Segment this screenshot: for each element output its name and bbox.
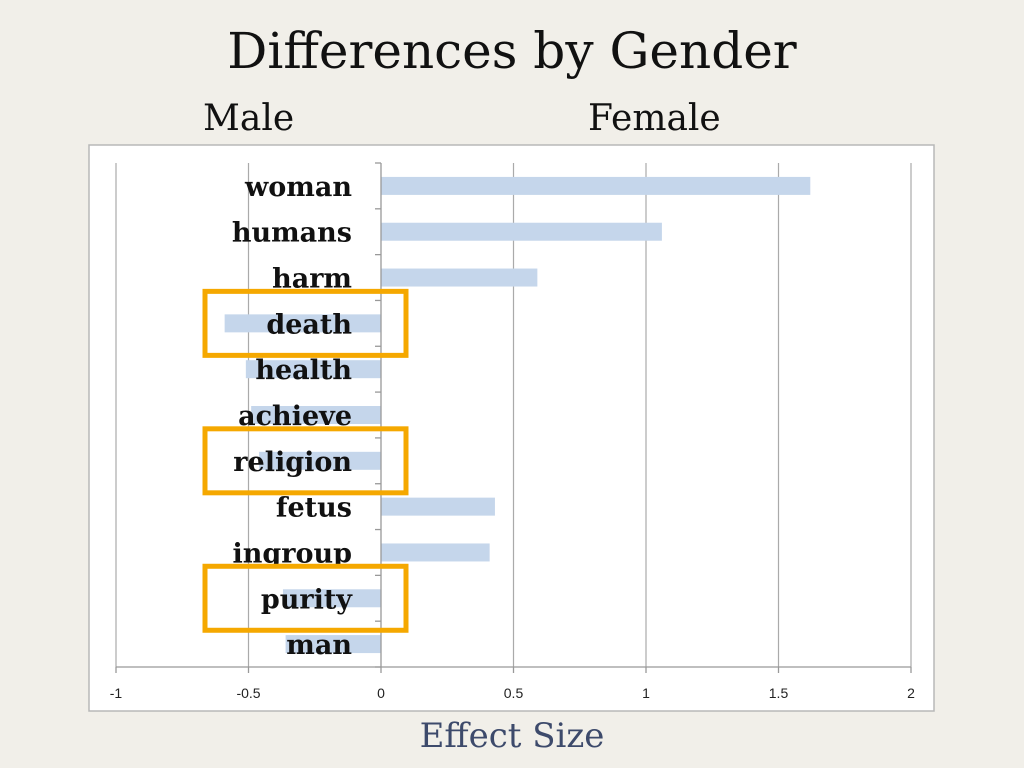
category-label-woman: woman — [244, 172, 352, 203]
bar-death — [224, 314, 381, 333]
x-tick-label-5: 1.5 — [769, 685, 789, 701]
bar-humans — [381, 222, 662, 241]
gridlines — [115, 163, 912, 667]
male-label: Male — [203, 98, 295, 139]
female-label: Female — [588, 98, 721, 139]
category-label-health: health — [255, 355, 352, 386]
highlight-boxes — [202, 288, 409, 633]
bars — [224, 176, 811, 654]
x-tick-label-4: 1 — [642, 685, 650, 701]
highlight-box-death — [202, 288, 409, 358]
slide-title: Differences by Gender — [227, 22, 797, 80]
x-axis-label: Effect Size — [419, 716, 605, 756]
tick-labels: -1 -0.5 0 0.5 1 1.5 2 — [110, 685, 915, 701]
category-label-purity: purity — [261, 584, 353, 615]
category-label-death: death — [266, 309, 352, 340]
axes — [115, 162, 912, 673]
bar-health — [245, 360, 381, 379]
category-label-fetus: fetus — [276, 493, 352, 524]
x-tick-label-6: 2 — [907, 685, 915, 701]
bar-ingroup — [381, 543, 490, 562]
bar-woman — [381, 176, 811, 195]
category-label-religion: religion — [233, 447, 352, 478]
bar-man — [285, 635, 381, 654]
bar-fetus — [381, 497, 495, 516]
bar-religion — [259, 451, 381, 470]
bar-purity — [282, 589, 381, 608]
bar-achieve — [251, 406, 381, 424]
x-tick-label-3: 0.5 — [504, 685, 524, 701]
x-tick-label-0: -1 — [110, 685, 123, 701]
highlight-box-purity — [202, 563, 409, 633]
x-tick-label-2: 0 — [377, 685, 385, 701]
x-tick-label-1: -0.5 — [236, 685, 260, 701]
bar-harm — [381, 268, 538, 287]
category-label-humans: humans — [232, 218, 352, 249]
category-label-man: man — [286, 630, 352, 661]
highlight-box-religion — [202, 426, 409, 496]
